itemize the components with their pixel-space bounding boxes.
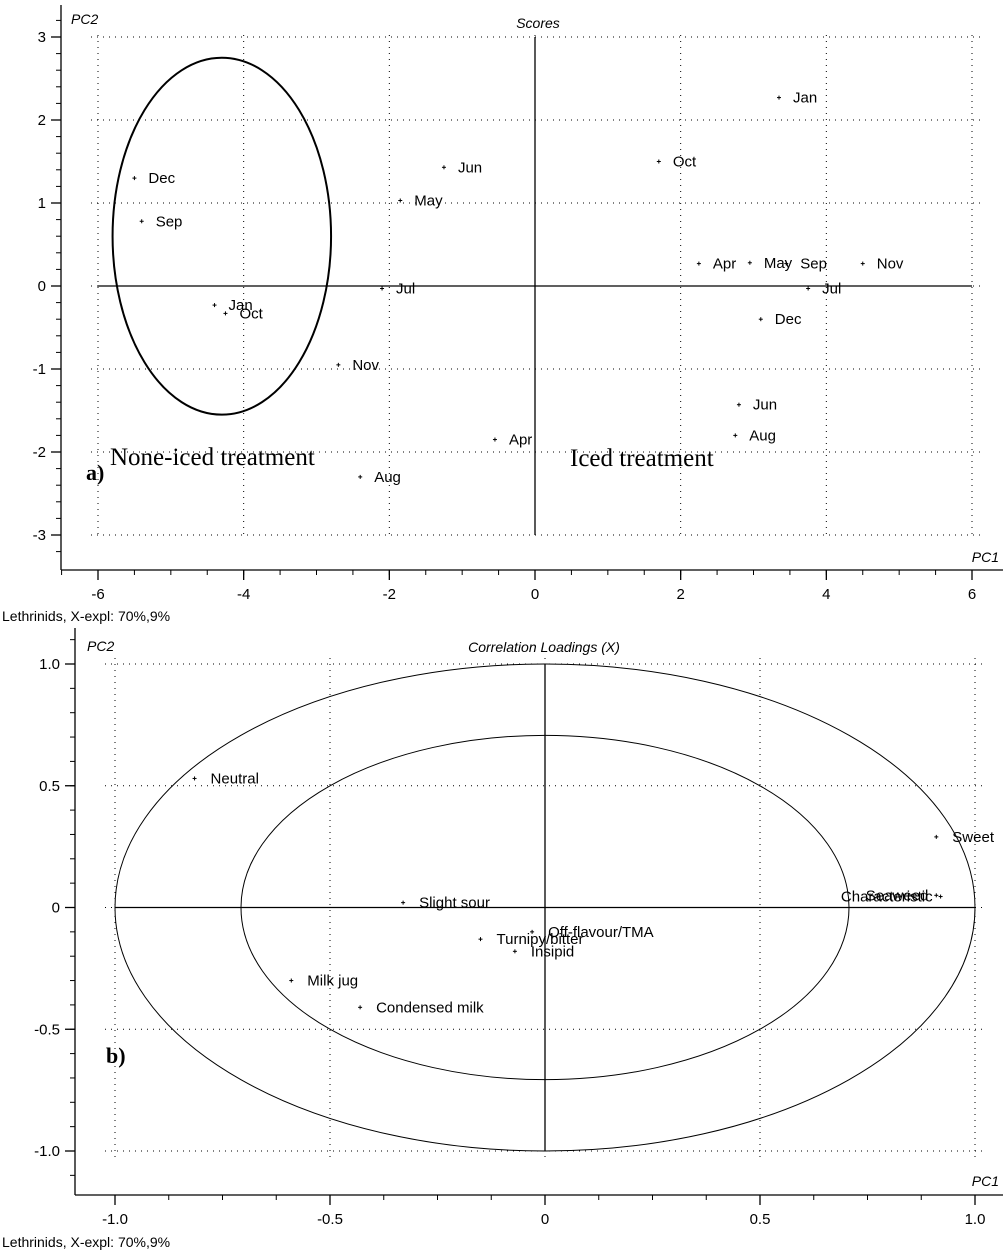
scores-x-tick-marks [61, 570, 973, 580]
score-point-label: Jun [458, 159, 482, 176]
loading-point-label: Condensed milk [376, 999, 484, 1016]
a-y-tick-label: 1 [38, 195, 46, 212]
score-point-label: Jun [753, 397, 777, 414]
b-y-tick-label: -1.0 [34, 1143, 60, 1160]
loadings-grid [105, 658, 983, 1160]
score-point-label: Jan [793, 90, 817, 107]
a-y-tick-label: -2 [33, 444, 46, 461]
loadings-panel-label: b) [106, 1043, 126, 1068]
a-x-tick-label: 2 [676, 586, 684, 603]
scores-y-axis-label: PC2 [71, 11, 98, 27]
a-x-tick-label: 6 [968, 586, 976, 603]
score-point-label: Oct [673, 154, 697, 171]
loading-point-label: Seaweed [866, 887, 929, 904]
a-y-tick-label: -1 [33, 361, 46, 378]
scores-x-axis-label: PC1 [972, 549, 999, 565]
loading-point-label: Characteristic [841, 889, 933, 906]
loading-point-label: Sweet [952, 829, 995, 846]
b-x-tick-label: 0 [541, 1211, 549, 1228]
score-point-label: Aug [749, 427, 776, 444]
a-x-tick-label: -2 [383, 586, 396, 603]
score-point-label: Jul [822, 280, 841, 297]
score-point-label: Sep [800, 256, 827, 273]
scores-title: Scores [516, 15, 560, 31]
loadings-correlation-ellipses [114, 663, 976, 1152]
score-point-label: Nov [352, 357, 379, 374]
correlation-ellipse [114, 663, 976, 1152]
score-point-label: May [414, 193, 443, 210]
a-x-tick-label: 4 [822, 586, 830, 603]
a-x-tick-label: -6 [91, 586, 104, 603]
loadings-x-tick-marks [114, 1195, 976, 1205]
loadings-axes [74, 628, 1003, 1196]
score-point-label: Jul [396, 280, 415, 297]
loadings-y-tick-marks [65, 639, 75, 1176]
scores-footer: Lethrinids, X-expl: 70%,9% [2, 608, 170, 624]
score-point-label: May [764, 255, 793, 272]
score-point-label: Apr [713, 256, 736, 273]
scores-x-tick-labels: -6 -4 -2 0 2 4 6 [91, 586, 976, 603]
b-x-tick-label: 0.5 [750, 1211, 771, 1228]
score-point-label: Dec [775, 311, 802, 328]
loading-point-label: Neutral [211, 770, 259, 787]
b-y-tick-label: 0.5 [39, 778, 60, 795]
score-point-label: Oct [239, 305, 263, 322]
loading-point-label: Insipid [531, 943, 574, 960]
b-y-tick-label: -0.5 [34, 1021, 60, 1038]
score-point-label: Dec [148, 170, 175, 187]
loading-point-label: Off-flavour/TMA [548, 924, 654, 941]
b-x-tick-label: -1.0 [102, 1211, 128, 1228]
loadings-y-tick-labels: -1.0 -0.5 0 0.5 1.0 [34, 656, 60, 1160]
scores-y-tick-labels: -3 -2 -1 0 1 2 3 [33, 29, 46, 544]
score-point-label: Jan [229, 297, 253, 314]
score-point-label: Apr [509, 432, 532, 449]
loadings-x-tick-labels: -1.0 -0.5 0 0.5 1.0 [102, 1211, 985, 1228]
scores-y-tick-marks [51, 19, 61, 553]
b-x-tick-label: -0.5 [317, 1211, 343, 1228]
loadings-y-axis-label: PC2 [87, 638, 114, 654]
correlation-ellipse [240, 734, 850, 1081]
loading-point-label: Slight sour [419, 895, 490, 912]
b-y-tick-label: 0 [52, 900, 60, 917]
loadings-footer: Lethrinids, X-expl: 70%,9% [2, 1234, 170, 1250]
loadings-panel: -1.0 -0.5 0 0.5 1.0 -1.0 -0.5 0 0.5 1.0 Neutral S… [2, 628, 1003, 1250]
a-y-tick-label: -3 [33, 527, 46, 544]
a-y-tick-label: 2 [38, 112, 46, 129]
loadings-x-axis-label: PC1 [972, 1173, 999, 1189]
score-point-label: Aug [374, 469, 401, 486]
a-x-tick-label: -4 [237, 586, 250, 603]
b-x-tick-label: 1.0 [965, 1211, 986, 1228]
loadings-title: Correlation Loadings (X) [468, 639, 620, 655]
a-y-tick-label: 0 [38, 278, 46, 295]
none-iced-annotation: None-iced treatment [110, 444, 315, 471]
a-y-tick-label: 3 [38, 29, 46, 46]
iced-annotation: Iced treatment [570, 445, 714, 472]
none-iced-group-ellipse [111, 56, 333, 416]
scores-axes [60, 5, 1003, 571]
loading-point-label: Turnipy/bitter [497, 931, 584, 948]
b-y-tick-label: 1.0 [39, 656, 60, 673]
a-x-tick-label: 0 [531, 586, 539, 603]
score-point-label: Nov [877, 256, 904, 273]
score-point-label: Sep [156, 213, 183, 230]
loading-point-label: Milk jug [307, 973, 358, 990]
scores-panel-label: a) [86, 460, 104, 485]
